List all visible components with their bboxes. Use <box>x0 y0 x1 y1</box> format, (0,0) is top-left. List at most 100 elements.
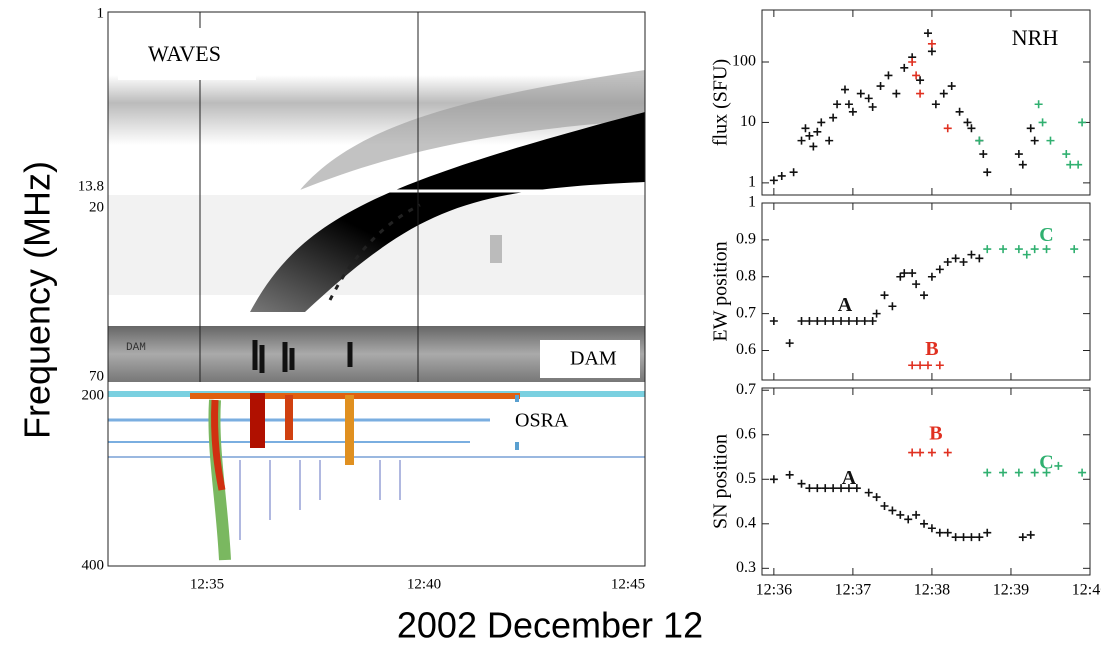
data-point <box>900 63 909 72</box>
y-tick-label: 1 <box>97 5 105 21</box>
data-point <box>912 510 921 519</box>
data-point <box>821 317 830 325</box>
data-point <box>927 272 936 281</box>
data-point <box>927 39 936 48</box>
data-point <box>892 89 901 98</box>
y-axis-title: SN position <box>710 434 732 529</box>
y-tick-label: 70 <box>89 368 104 384</box>
data-point <box>868 317 877 325</box>
data-point <box>923 361 932 370</box>
data-point <box>797 317 806 325</box>
data-point <box>935 528 944 537</box>
data-point <box>999 468 1008 477</box>
data-point <box>935 361 944 370</box>
data-point <box>825 136 834 145</box>
data-point <box>1014 245 1023 254</box>
data-point <box>1042 245 1051 254</box>
data-point <box>872 493 881 502</box>
data-point <box>955 107 964 116</box>
x-tick-label: 12:37 <box>835 582 871 599</box>
x-tick-label: 12:39 <box>993 582 1029 599</box>
annotation: C <box>1039 451 1053 473</box>
x-tick-label: 12:38 <box>914 582 950 599</box>
y-tick-label: 0.7 <box>736 381 756 398</box>
y-tick-label: 0.7 <box>736 304 756 321</box>
data-point <box>805 131 814 140</box>
figure-caption: 2002 December 12 <box>397 605 703 646</box>
data-point <box>943 448 952 457</box>
annotation: B <box>925 338 938 360</box>
panel-label: WAVES <box>148 41 221 66</box>
data-point <box>951 533 960 542</box>
data-point <box>860 317 869 325</box>
annotation: B <box>929 422 942 444</box>
data-point <box>967 124 976 133</box>
data-point <box>777 171 786 180</box>
data-point <box>809 142 818 151</box>
spectrogram <box>107 11 646 567</box>
data-point <box>927 524 936 533</box>
data-point <box>1066 160 1075 169</box>
data-point <box>856 89 865 98</box>
data-point <box>931 100 940 109</box>
y-tick-label: 20 <box>89 199 104 215</box>
y-tick-label: 0.6 <box>736 425 756 442</box>
data-point <box>829 317 838 325</box>
data-point <box>967 250 976 259</box>
data-point <box>769 176 778 185</box>
data-point <box>801 124 810 133</box>
data-point <box>864 94 873 103</box>
plot-frame <box>761 202 1091 381</box>
annotation: A <box>842 467 857 489</box>
data-point <box>813 317 822 325</box>
data-point <box>1042 468 1051 477</box>
data-point <box>1014 150 1023 159</box>
y-tick-label: 0.3 <box>736 559 756 576</box>
data-point <box>908 448 917 457</box>
data-point <box>979 150 988 159</box>
data-point <box>943 528 952 537</box>
data-point <box>852 317 861 325</box>
data-point <box>943 124 952 133</box>
data-point <box>1070 245 1079 254</box>
y-axis-title: flux (SFU) <box>710 59 732 146</box>
data-point <box>999 245 1008 254</box>
data-point <box>908 361 917 370</box>
data-point <box>1030 245 1039 254</box>
y-tick-label: 0.5 <box>736 470 756 487</box>
data-point <box>848 107 857 116</box>
data-point <box>785 470 794 479</box>
data-point <box>923 29 932 38</box>
data-point <box>908 57 917 66</box>
annotation: A <box>838 294 853 316</box>
data-point <box>829 484 838 493</box>
annotation: C <box>1039 224 1053 246</box>
y-tick-label: 200 <box>82 387 105 403</box>
data-point <box>896 272 905 281</box>
plot-frame <box>761 9 1091 196</box>
data-point <box>817 118 826 127</box>
data-point <box>920 291 929 300</box>
data-point <box>837 317 846 325</box>
data-point <box>813 484 822 493</box>
plot-frame <box>761 387 1091 576</box>
data-point <box>927 47 936 56</box>
data-point <box>876 82 885 91</box>
data-point <box>1022 250 1031 259</box>
data-point <box>935 265 944 274</box>
data-point <box>912 71 921 80</box>
data-point <box>1046 136 1055 145</box>
data-point <box>797 479 806 488</box>
data-point <box>1054 461 1063 470</box>
x-tick-label: 12:45 <box>611 576 645 592</box>
data-point <box>896 510 905 519</box>
data-point <box>927 448 936 457</box>
data-point <box>852 484 861 493</box>
data-point <box>912 280 921 289</box>
x-tick-label: 12:40 <box>407 576 441 592</box>
data-point <box>1030 136 1039 145</box>
data-point <box>939 89 948 98</box>
data-point <box>813 127 822 136</box>
data-point <box>900 269 909 278</box>
